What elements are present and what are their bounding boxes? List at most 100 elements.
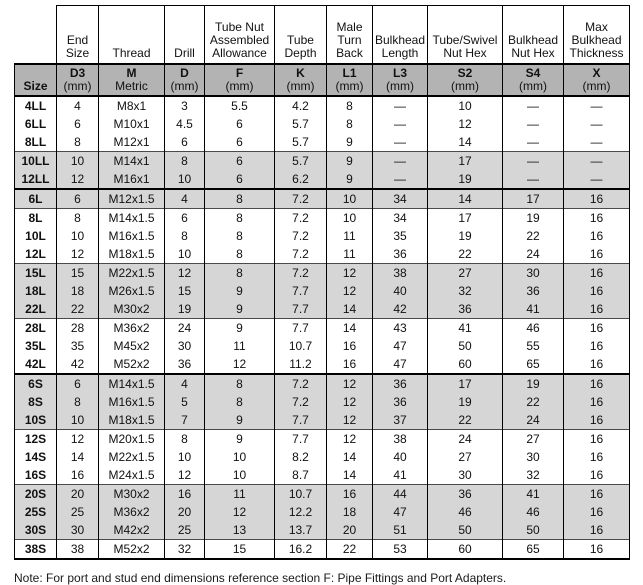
table-cell: 12 xyxy=(326,393,373,411)
table-cell: M16x1.5 xyxy=(98,227,165,245)
table-cell: 13 xyxy=(204,521,275,540)
table-cell: M45x2 xyxy=(98,337,165,355)
table-cell: 9 xyxy=(326,170,373,189)
table-row: 30S 30 M42x2 25 13 13.7 20 51 50 50 16 xyxy=(14,521,630,540)
table-cell: 5.7 xyxy=(274,151,327,170)
table-cell: 8 xyxy=(164,429,205,448)
table-cell: 27 xyxy=(427,263,503,282)
table-cell: 6 xyxy=(204,170,275,189)
table-cell: 8 xyxy=(204,393,275,411)
table-cell: 22 xyxy=(56,300,99,319)
column-unit: (mm) xyxy=(582,79,611,93)
table-row: 38S 38 M52x2 32 15 16.2 22 53 60 65 16 xyxy=(14,539,630,560)
table-cell: 30 xyxy=(164,337,205,355)
table-cell: 41 xyxy=(372,466,428,485)
table-cell: 12 xyxy=(326,429,373,448)
table-header: End Size Thread Drill Tube Nut Assembled Al… xyxy=(14,5,630,97)
table-cell: 47 xyxy=(372,503,428,521)
row-size-cell: 15L xyxy=(14,263,57,282)
table-cell: 24 xyxy=(502,411,564,430)
table-cell: 20 xyxy=(164,503,205,521)
table-cell: 16 xyxy=(563,337,630,355)
table-body: 4LL 4 M8x1 3 5.5 4.2 8—10— —6LL 6 M10x1 4.5 6 5.7 8—1… xyxy=(14,96,630,560)
table-cell: 3 xyxy=(164,96,205,115)
table-cell: M26x1.5 xyxy=(98,282,165,300)
row-size-cell: 14S xyxy=(14,448,57,466)
column-header: Tube Depth xyxy=(274,5,327,65)
table-cell: 4 xyxy=(56,96,99,115)
table-cell: 16.2 xyxy=(274,539,327,560)
table-cell: 18 xyxy=(326,503,373,521)
column-code-header: K (mm) xyxy=(274,63,327,97)
table-row: 8LL 8 M12x1 6 6 5.7 9—14— — xyxy=(14,133,630,152)
table-cell: 8 xyxy=(56,208,99,227)
table-cell: 32 xyxy=(427,282,503,300)
table-cell: 65 xyxy=(502,355,564,374)
table-cell: 8.7 xyxy=(274,466,327,485)
table-row: 20S 20 M30x2 16 11 10.7 16 44 36 41 16 xyxy=(14,484,630,503)
table-cell: 16 xyxy=(563,411,630,430)
table-cell: 7.2 xyxy=(274,373,327,393)
table-cell: 14 xyxy=(326,466,373,485)
table-cell: 20 xyxy=(56,484,99,503)
table-cell: — xyxy=(502,115,564,133)
table-cell: 41 xyxy=(502,300,564,319)
table-cell: 8 xyxy=(164,227,205,245)
table-cell: 7.7 xyxy=(274,411,327,430)
table-cell: 12 xyxy=(164,466,205,485)
table-cell: 12 xyxy=(164,263,205,282)
table-cell: 9 xyxy=(204,318,275,337)
row-size-cell: 10L xyxy=(14,227,57,245)
table-cell: 12 xyxy=(56,245,99,264)
table-cell: 6 xyxy=(164,133,205,152)
table-cell: 7.7 xyxy=(274,318,327,337)
row-size-cell: 12LL xyxy=(14,170,57,189)
table-cell: 30 xyxy=(502,263,564,282)
column-code: L3 xyxy=(392,66,407,80)
table-cell: 50 xyxy=(427,337,503,355)
table-row: 12LL 12 M16x1 10 6 6.2 9—19— — xyxy=(14,170,630,189)
table-cell: M22x1.5 xyxy=(98,448,165,466)
table-cell: 16 xyxy=(563,227,630,245)
table-cell: 36 xyxy=(372,393,428,411)
table-cell: 10 xyxy=(326,188,373,209)
table-row: 16S 16 M24x1.5 12 10 8.7 14 41 30 32 16 xyxy=(14,466,630,485)
table-cell: 30 xyxy=(56,521,99,540)
table-cell: 8 xyxy=(204,373,275,393)
table-row: 12S 12 M20x1.5 8 9 7.7 12 38 24 27 16 xyxy=(14,429,630,448)
table-row: 10L 10 M16x1.5 8 8 7.2 11 35 19 22 16 xyxy=(14,227,630,245)
column-code: Size xyxy=(23,79,48,93)
table-cell: 16 xyxy=(563,245,630,264)
table-cell: 37 xyxy=(372,411,428,430)
table-cell: 8 xyxy=(56,133,99,152)
table-cell: — xyxy=(502,170,564,189)
table-cell: 8.2 xyxy=(274,448,327,466)
row-size-cell: 8S xyxy=(14,393,57,411)
table-cell: 9 xyxy=(204,429,275,448)
column-code-header: L3 (mm) xyxy=(372,63,428,97)
table-cell: 16 xyxy=(563,448,630,466)
table-cell: 12 xyxy=(326,282,373,300)
table-cell: M16x1.5 xyxy=(98,393,165,411)
table-cell: 14 xyxy=(326,448,373,466)
column-unit: (mm) xyxy=(451,79,479,93)
column-code: F xyxy=(235,66,244,80)
table-cell: 46 xyxy=(427,503,503,521)
table-cell: 14 xyxy=(427,188,503,209)
table-cell: 4 xyxy=(164,188,205,209)
table-cell: 34 xyxy=(372,188,428,209)
table-cell: 6 xyxy=(204,151,275,170)
table-cell: 10.7 xyxy=(274,337,327,355)
row-size-cell: 25S xyxy=(14,503,57,521)
row-size-cell: 22L xyxy=(14,300,57,319)
column-code-header: F (mm) xyxy=(204,63,275,97)
table-cell: — xyxy=(502,151,564,170)
table-cell: 22 xyxy=(427,411,503,430)
table-cell: 16 xyxy=(563,429,630,448)
table-cell: 7.2 xyxy=(274,208,327,227)
column-header: Male Turn Back xyxy=(326,5,373,65)
table-cell: M52x2 xyxy=(98,539,165,560)
table-cell: — xyxy=(563,151,630,170)
column-header: Tube Nut Assembled Allowance xyxy=(204,5,275,65)
table-cell: — xyxy=(563,133,630,152)
